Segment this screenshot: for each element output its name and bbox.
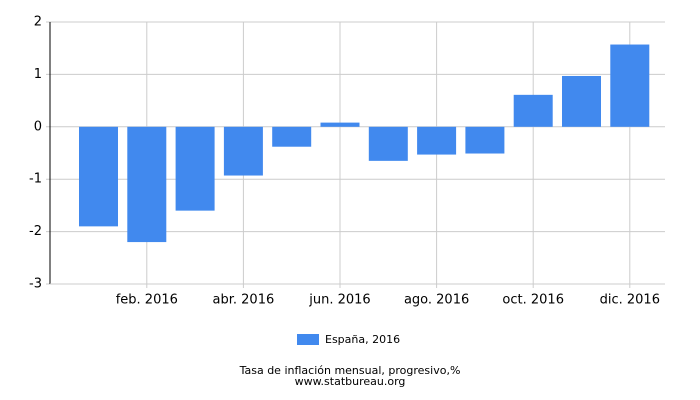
bar bbox=[562, 75, 601, 127]
x-tick-label: jun. 2016 bbox=[308, 293, 370, 308]
y-tick-label: -2 bbox=[29, 224, 42, 239]
x-tick-label: abr. 2016 bbox=[213, 293, 275, 308]
legend-label: España, 2016 bbox=[325, 333, 400, 346]
y-tick-label: -3 bbox=[29, 277, 42, 292]
x-tick-label: oct. 2016 bbox=[502, 293, 564, 308]
x-tick-label: dic. 2016 bbox=[600, 293, 660, 308]
legend-swatch bbox=[297, 334, 319, 345]
chart-subtitle: www.statbureau.org bbox=[295, 375, 406, 388]
bar bbox=[79, 126, 118, 227]
x-tick-label: feb. 2016 bbox=[116, 293, 178, 308]
bar bbox=[272, 126, 312, 147]
bar bbox=[610, 44, 650, 127]
chart-title: Tasa de inflación mensual, progresivo,% bbox=[239, 364, 461, 377]
x-tick-label: ago. 2016 bbox=[404, 293, 469, 308]
y-tick-label: 2 bbox=[34, 15, 42, 30]
bar bbox=[175, 126, 215, 211]
bar bbox=[513, 94, 553, 127]
bar bbox=[320, 122, 360, 127]
y-tick-label: 0 bbox=[34, 119, 42, 134]
bar bbox=[127, 126, 167, 243]
bar bbox=[368, 126, 408, 161]
bar bbox=[417, 126, 457, 155]
bar bbox=[465, 126, 505, 154]
bar bbox=[223, 126, 263, 176]
y-tick-label: 1 bbox=[34, 67, 42, 82]
y-tick-label: -1 bbox=[29, 172, 42, 187]
